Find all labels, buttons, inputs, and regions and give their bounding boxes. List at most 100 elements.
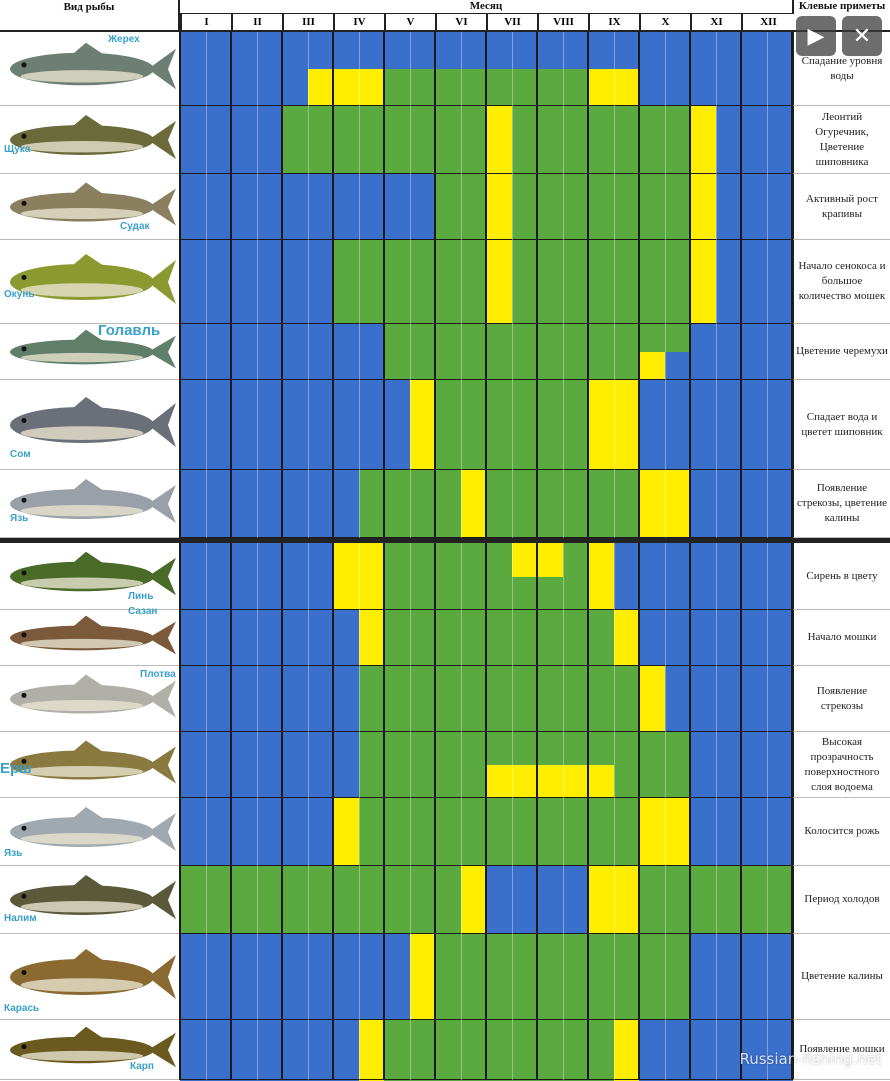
fish-name-label: Щука bbox=[4, 144, 31, 155]
fish-tail-shape bbox=[148, 260, 176, 304]
bite-cell-blue bbox=[307, 576, 334, 611]
bite-cell-green bbox=[409, 798, 436, 867]
bite-cell-blue bbox=[690, 470, 716, 539]
fish-eye-shape bbox=[21, 893, 27, 899]
bite-cell-green bbox=[588, 240, 614, 325]
bite-sign-text: Начало сенокоса и большое количество мош… bbox=[798, 260, 886, 302]
fish-tail-shape bbox=[148, 955, 176, 999]
bite-cell-green bbox=[384, 69, 410, 107]
bite-cell-green bbox=[562, 352, 589, 381]
bite-cell-blue bbox=[766, 32, 793, 70]
fish-icon bbox=[10, 740, 176, 784]
bite-cell-blue bbox=[690, 543, 716, 577]
close-viewer-button[interactable]: ✕ bbox=[842, 16, 882, 56]
bite-cell-green bbox=[384, 610, 410, 667]
bite-cell-blue bbox=[231, 934, 257, 1021]
species-column-header: Вид рыбы bbox=[0, 0, 180, 32]
bite-cell-green bbox=[639, 106, 665, 175]
bite-cell-green bbox=[231, 866, 257, 935]
fish-eye-shape bbox=[21, 632, 27, 638]
bite-cell-green bbox=[537, 380, 563, 471]
half-month-separator bbox=[511, 32, 513, 1080]
month-header-I: I bbox=[180, 14, 231, 32]
bite-cell-blue bbox=[231, 470, 257, 539]
bite-cell-blue bbox=[307, 174, 334, 241]
bite-cell-blue bbox=[766, 576, 793, 611]
bite-cell-blue bbox=[358, 324, 385, 353]
bite-cell-blue bbox=[180, 352, 206, 381]
bite-cell-yellow bbox=[409, 380, 436, 471]
month-header-IV: IV bbox=[333, 14, 384, 32]
bite-cell-green bbox=[613, 174, 640, 241]
bite-cell-blue bbox=[205, 106, 232, 175]
fish-name-label: Плотва bbox=[140, 669, 176, 680]
bite-cell-green bbox=[664, 934, 691, 1021]
month-header-IX: IX bbox=[588, 14, 639, 32]
bite-cell-blue bbox=[282, 240, 308, 325]
bite-cell-blue bbox=[715, 32, 742, 70]
fish-belly-shape bbox=[20, 766, 144, 778]
fish-eye-shape bbox=[21, 346, 27, 352]
month-header-VIII: VIII bbox=[537, 14, 588, 32]
fish-fin-shape bbox=[72, 551, 104, 564]
bite-cell-blue bbox=[511, 866, 538, 935]
bite-cell-blue bbox=[231, 240, 257, 325]
bite-cell-blue bbox=[231, 324, 257, 353]
bite-cell-blue bbox=[690, 610, 716, 667]
bite-cell-green bbox=[664, 106, 691, 175]
bite-cell-blue bbox=[664, 1020, 691, 1081]
bite-cell-green bbox=[409, 352, 436, 381]
bite-cell-yellow bbox=[690, 174, 716, 241]
bite-cell-yellow bbox=[333, 576, 359, 611]
bite-cell-green bbox=[307, 106, 334, 175]
bite-cell-green bbox=[384, 1020, 410, 1081]
bite-cell-green bbox=[460, 765, 487, 799]
bite-sign-cell: Активный рост крапивы bbox=[792, 174, 890, 240]
bite-cell-blue bbox=[690, 576, 716, 611]
bite-cell-green bbox=[511, 934, 538, 1021]
bite-cell-green bbox=[511, 106, 538, 175]
bite-cell-blue bbox=[307, 352, 334, 381]
bite-cell-green bbox=[435, 106, 461, 175]
bite-cell-green bbox=[562, 174, 589, 241]
bite-cell-green bbox=[486, 352, 512, 381]
half-month-separator bbox=[205, 32, 207, 1080]
bite-sign-text: Появление стрекозы bbox=[816, 684, 868, 712]
bite-cell-blue bbox=[664, 543, 691, 577]
bite-cell-blue bbox=[282, 32, 308, 70]
bite-cell-yellow bbox=[460, 866, 487, 935]
bite-cell-green bbox=[613, 106, 640, 175]
bite-cell-yellow bbox=[486, 174, 512, 241]
bite-cell-green bbox=[588, 352, 614, 381]
bite-cell-blue bbox=[231, 32, 257, 70]
bite-cell-blue bbox=[741, 934, 767, 1021]
signs-column-header-label: Клевые приметы bbox=[798, 0, 886, 12]
bite-cell-green bbox=[511, 380, 538, 471]
bite-cell-green bbox=[511, 174, 538, 241]
fish-icon bbox=[10, 875, 176, 919]
bite-cell-blue bbox=[715, 106, 742, 175]
bite-cell-yellow bbox=[486, 106, 512, 175]
fish-eye-shape bbox=[21, 275, 27, 280]
bite-sign-cell: Начало мошки bbox=[792, 610, 890, 666]
play-slideshow-button[interactable]: ▶ bbox=[796, 16, 836, 56]
bite-cell-blue bbox=[613, 32, 640, 70]
bite-sign-text: Сирень в цвету bbox=[806, 569, 878, 582]
bite-cell-blue bbox=[715, 174, 742, 241]
bite-cell-green bbox=[435, 732, 461, 766]
fish-name-label: Налим bbox=[4, 913, 37, 924]
bite-cell-green bbox=[409, 240, 436, 325]
bite-cell-green bbox=[384, 240, 410, 325]
species-column-header-label: Вид рыбы bbox=[63, 1, 115, 13]
bite-cell-blue bbox=[256, 798, 283, 867]
bite-cell-green bbox=[664, 240, 691, 325]
bite-cell-green bbox=[537, 174, 563, 241]
bite-cell-blue bbox=[180, 934, 206, 1021]
bite-cell-green bbox=[460, 380, 487, 471]
bite-cell-green bbox=[562, 240, 589, 325]
bite-cell-green bbox=[358, 106, 385, 175]
bite-cell-blue bbox=[205, 765, 232, 799]
bite-cell-blue bbox=[333, 732, 359, 766]
bite-cell-green bbox=[511, 352, 538, 381]
fish-belly-shape bbox=[20, 978, 144, 992]
